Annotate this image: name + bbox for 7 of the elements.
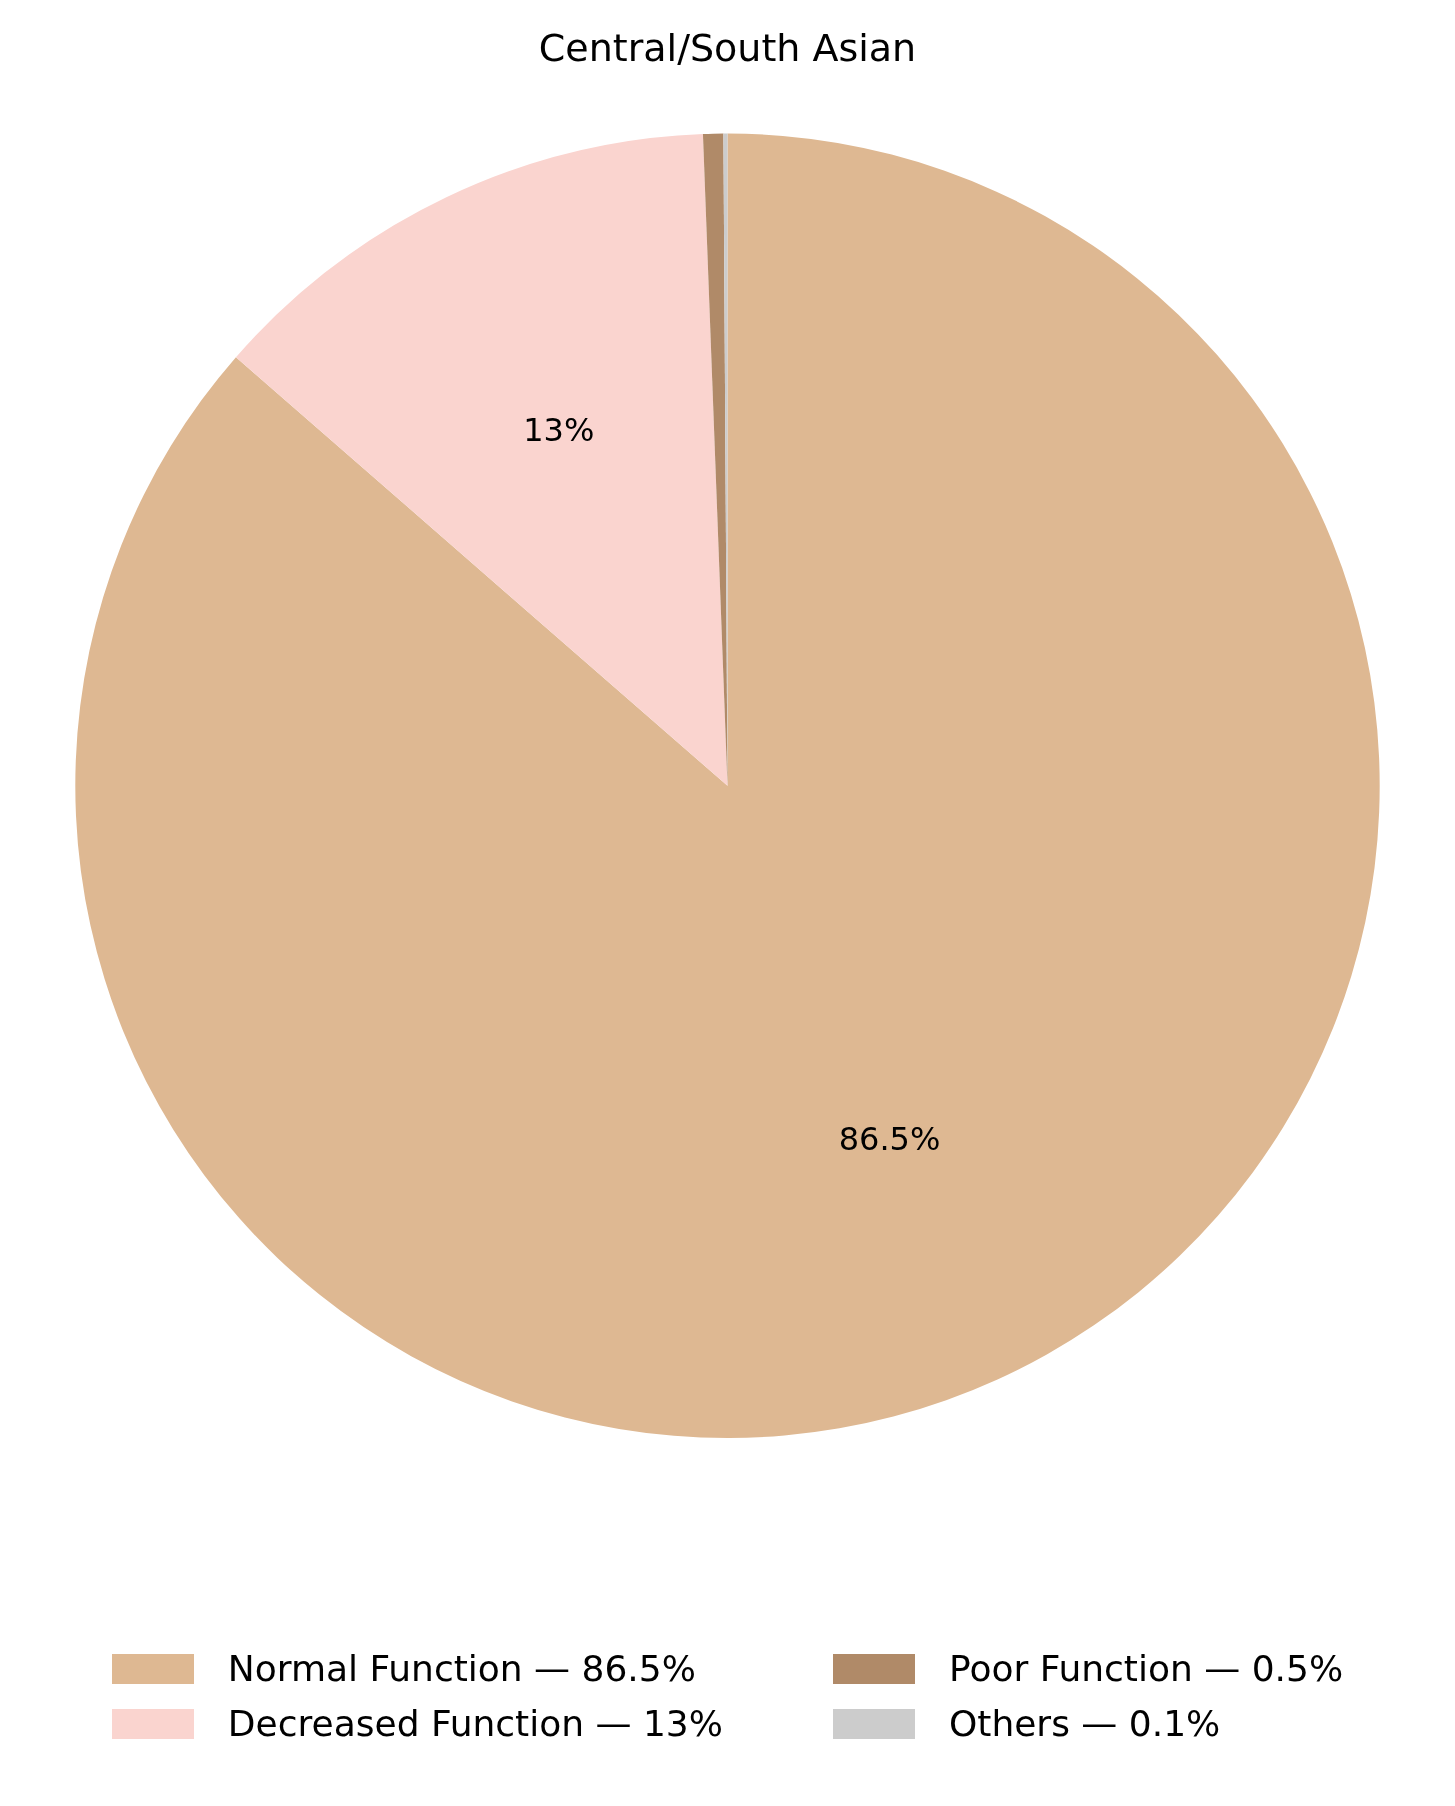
- data-label: 13%: [523, 411, 595, 450]
- legend-label: Others — 0.1%: [948, 1703, 1221, 1744]
- legend-label: Normal Function — 86.5%: [227, 1648, 696, 1689]
- legend-label: Decreased Function — 13%: [227, 1703, 723, 1744]
- chart-title: Central/South Asian: [538, 25, 917, 70]
- data-label: 86.5%: [838, 1120, 941, 1159]
- legend-label: Poor Function — 0.5%: [948, 1648, 1344, 1689]
